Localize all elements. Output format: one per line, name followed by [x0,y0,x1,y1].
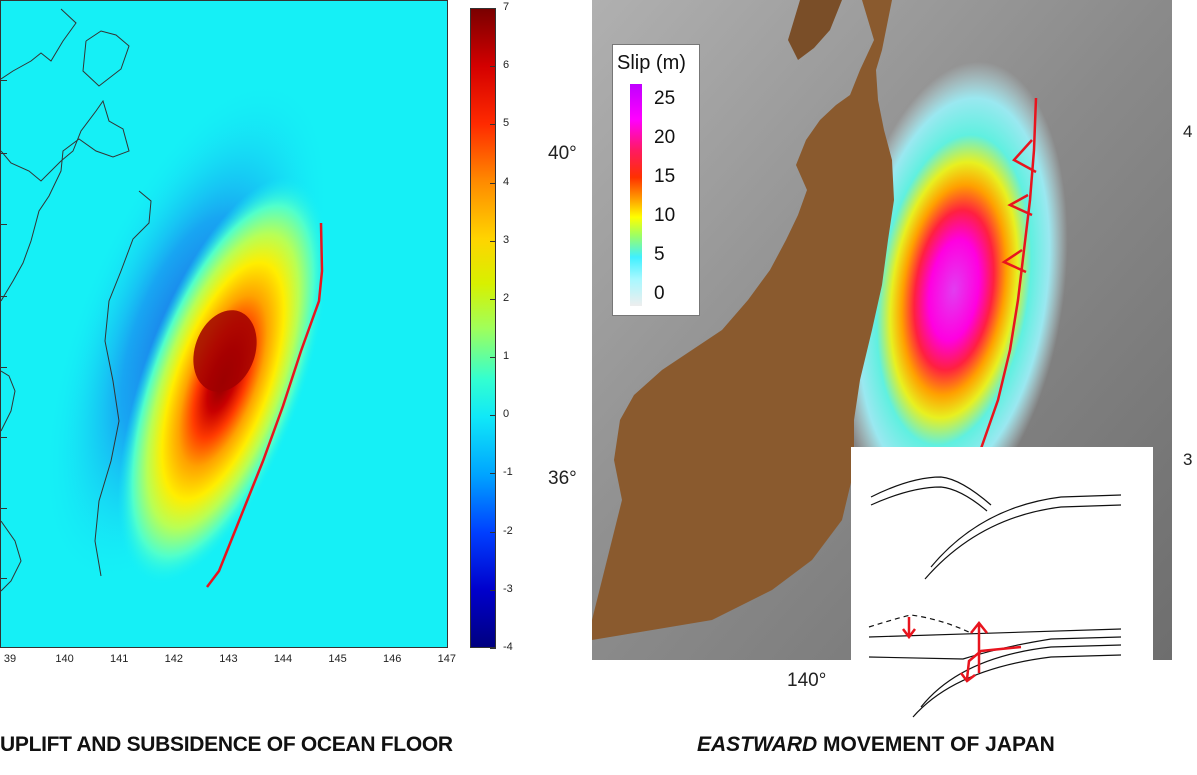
colorbar-tick-label: -2 [503,524,513,537]
left-caption: UPLIFT AND SUBSIDENCE OF OCEAN FLOOR [0,733,453,756]
y-tickmark [0,367,7,368]
caption-rest: MOVEMENT OF JAPAN [817,733,1055,756]
colorbar-tick-label: 6 [503,59,510,72]
x-tick-label: 144 [273,653,293,665]
slip-legend-title: Slip (m) [617,52,686,74]
coastline-outline [1,8,130,592]
y-tickmark [0,296,7,297]
x-tick-label: 140 [55,653,74,665]
slip-zone [840,61,1068,519]
lat-label-south: 36° [548,468,577,489]
x-tick-label: 141 [110,653,129,665]
y-tickmark [0,153,7,154]
right-caption: EASTWARD MOVEMENT OF JAPAN [697,733,1055,757]
colorbar-tick-label: 4 [503,175,510,188]
fault-line [968,97,1038,481]
y-tickmark [0,224,7,225]
colorbar-tick-label: -1 [503,466,513,479]
y-tickmark [0,578,7,579]
colorbar-tick-label: 3 [503,233,510,246]
land-mass [592,0,894,640]
colorbar-tick-label: 1 [503,350,510,363]
colorbar-tick-mark [490,298,496,300]
slip-legend-label: 15 [654,166,676,187]
colorbar-tick-label: 0 [503,408,510,421]
y-tickmark [0,508,7,509]
colorbar-tick-mark [490,415,496,417]
colorbar-tick-mark [490,648,496,649]
colorbar-tick-mark [490,531,496,533]
slip-legend-label: 10 [654,205,676,226]
colorbar-tick-mark [490,357,496,359]
colorbar-tick-mark [490,589,496,591]
colorbar-tick-label: 7 [503,1,510,13]
edge-label-top: 4 [1183,122,1193,141]
colorbar-tick-mark [490,8,496,9]
colorbar-tick-mark [490,473,496,475]
slip-legend-label: 0 [654,283,665,304]
lon-label: 140° [787,670,827,691]
y-tickmark [0,80,7,81]
x-tick-label: 147 [437,653,456,665]
slip-legend [612,44,700,316]
colorbar-tick-label: 2 [503,291,510,304]
slip-legend-label: 20 [654,127,676,148]
x-tick-label: 39 [3,653,17,665]
subduction-inset [851,447,1153,725]
slip-legend-label: 5 [654,244,665,265]
uplift-map [0,0,448,648]
colorbar [470,8,496,648]
trench-line [206,222,324,588]
colorbar-tick-label: -4 [503,641,513,653]
x-tick-label: 143 [219,653,238,665]
caption-emphasis: EASTWARD [697,733,818,756]
slip-legend-bar [630,84,642,306]
colorbar-tick-mark [490,66,496,68]
colorbar-tick-label: 5 [503,117,510,130]
edge-label-bottom: 3 [1183,450,1193,469]
slip-legend-label: 25 [654,88,676,109]
colorbar-tick-mark [490,240,496,242]
y-tickmark [0,437,7,438]
colorbar-tick-mark [490,124,496,126]
lat-label-north: 40° [548,143,577,164]
x-tick-label: 146 [383,653,402,665]
x-tick-label: 145 [328,653,347,665]
colorbar-tick-label: -3 [503,582,513,595]
colorbar-tick-mark [490,182,496,184]
x-tick-label: 142 [164,653,183,665]
